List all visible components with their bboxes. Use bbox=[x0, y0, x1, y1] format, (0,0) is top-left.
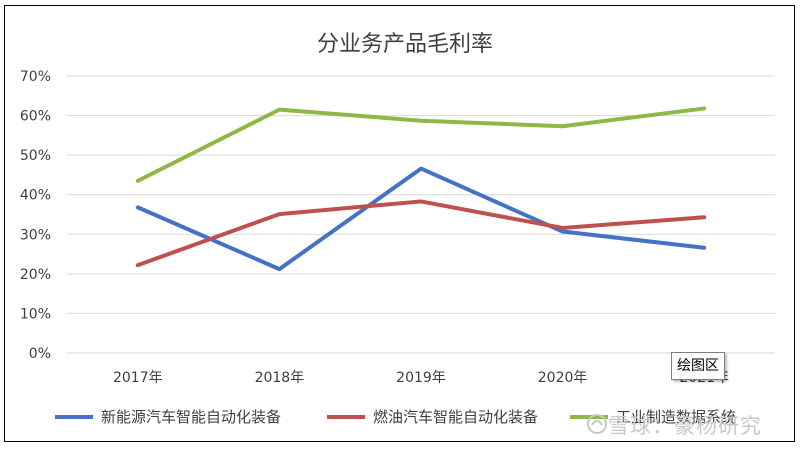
x-tick-label: 2018年 bbox=[255, 370, 305, 386]
x-tick-label: 2020年 bbox=[538, 370, 588, 386]
y-tick-label: 30% bbox=[20, 227, 51, 243]
legend-entry: 燃油汽车智能自动化装备 bbox=[373, 408, 538, 426]
y-axis-labels: 0% 10% 20% 30% 40% 50% 60% 70% bbox=[20, 69, 51, 362]
x-tick-label: 2019年 bbox=[396, 370, 446, 386]
x-tick-label: 2017年 bbox=[113, 370, 163, 386]
y-tick-label: 0% bbox=[29, 346, 51, 362]
legend-entry: 工业制造数据系统 bbox=[616, 408, 736, 426]
watermark-logo-icon bbox=[587, 414, 607, 434]
plot-area-tooltip: 绘图区 bbox=[671, 352, 725, 380]
gridlines bbox=[67, 75, 775, 354]
y-tick-label: 50% bbox=[20, 148, 51, 164]
watermark-label: 雪球：豪杨研究 bbox=[608, 414, 762, 438]
y-tick-label: 20% bbox=[20, 267, 51, 283]
line-chart[interactable]: 分业务产品毛利率 0% 10% 20% 30% 40% 50% 60% 70% 2017年 20… bbox=[5, 6, 796, 443]
chart-title: 分业务产品毛利率 bbox=[317, 32, 493, 57]
series-line[interactable] bbox=[135, 106, 707, 183]
legend-entry: 新能源汽车智能自动化装备 bbox=[101, 408, 281, 426]
series-lines bbox=[135, 106, 707, 272]
y-tick-label: 60% bbox=[20, 109, 51, 125]
series-line[interactable] bbox=[135, 166, 707, 272]
y-tick-label: 40% bbox=[20, 188, 51, 204]
y-tick-label: 10% bbox=[20, 306, 51, 322]
legend: 新能源汽车智能自动化装备 燃油汽车智能自动化装备 工业制造数据系统 bbox=[55, 408, 736, 426]
watermark-text: 雪球：豪杨研究 bbox=[584, 410, 762, 440]
series-line[interactable] bbox=[135, 199, 707, 268]
x-axis-labels: 2017年2018年2019年2020年2021年 bbox=[113, 370, 729, 386]
y-tick-label: 70% bbox=[20, 69, 51, 85]
chart-area[interactable]: 分业务产品毛利率 0% 10% 20% 30% 40% 50% 60% 70% 2017年 20… bbox=[4, 5, 795, 442]
